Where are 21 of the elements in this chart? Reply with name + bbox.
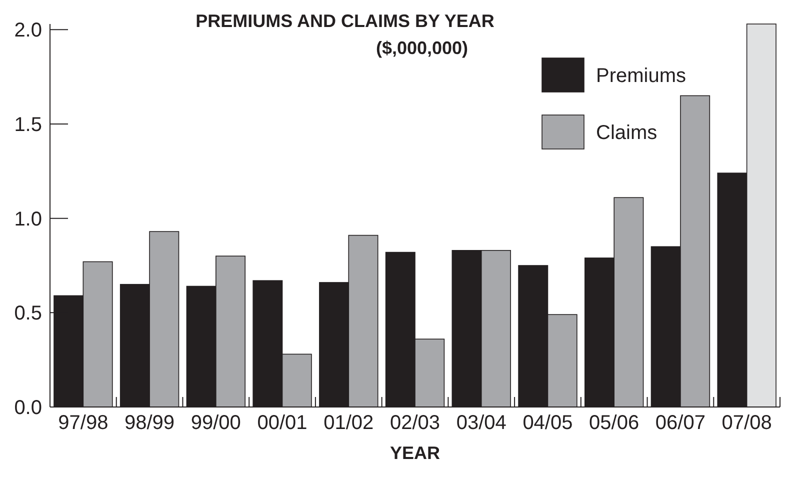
y-tick-label: 0.0: [14, 397, 42, 419]
legend-label: Premiums: [596, 65, 686, 87]
y-tick-label: 2.0: [14, 20, 42, 42]
x-tick-label: 05/06: [589, 412, 640, 434]
x-tick-label: 98/99: [124, 412, 175, 434]
x-tick-label: 06/07: [655, 412, 706, 434]
y-tick-label: 0.5: [14, 302, 42, 325]
y-tick-label: 1.5: [14, 114, 42, 136]
x-tick-label: 00/01: [257, 412, 308, 434]
legend-label: Claims: [596, 122, 658, 144]
x-tick-label: 03/04: [456, 412, 506, 434]
x-tick-label: 02/03: [390, 412, 440, 434]
x-tick-label: 07/08: [722, 412, 772, 434]
y-tick-label: 1.0: [14, 208, 42, 230]
chart-title: PREMIUMS AND CLAIMS BY YEAR: [196, 11, 494, 31]
x-tick-label: 97/98: [58, 412, 108, 434]
x-tick-label: 01/02: [324, 412, 374, 434]
text: ($,000,000): [376, 38, 468, 58]
x-axis-title: YEAR: [390, 443, 440, 463]
x-tick-label: 99/00: [190, 412, 241, 434]
x-tick-label: 04/05: [522, 412, 573, 434]
